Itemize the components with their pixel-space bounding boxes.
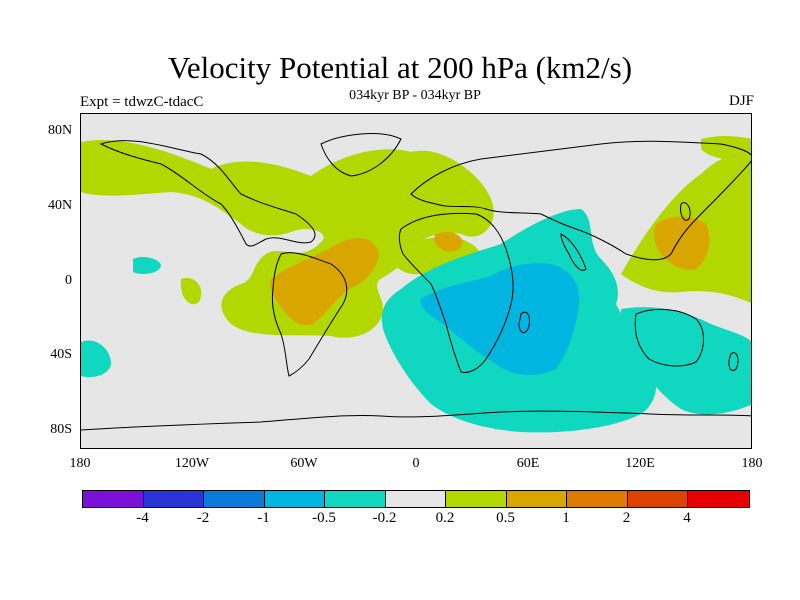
colorbar-swatch	[446, 491, 507, 507]
lon-label: 180	[69, 456, 91, 471]
colorbar-swatch	[204, 491, 265, 507]
lon-label: 60E	[516, 456, 540, 471]
colorbar-label: 0.5	[496, 510, 515, 526]
colorbar-swatch	[83, 491, 144, 507]
chart-title: Velocity Potential at 200 hPa (km2/s)	[167, 50, 633, 85]
colorbar	[82, 490, 750, 508]
colorbar-label: 1	[562, 510, 570, 526]
map-svg	[81, 114, 751, 448]
lat-label: 80N	[48, 123, 73, 138]
colorbar-label: 4	[683, 510, 691, 526]
lat-label: 40S	[50, 347, 72, 362]
lat-label: 80S	[50, 422, 72, 437]
colorbar-swatch	[325, 491, 386, 507]
lat-label: 40N	[48, 198, 73, 213]
colorbar-swatch	[143, 491, 204, 507]
negative-mid-regions	[420, 263, 580, 376]
map-panel	[80, 113, 752, 449]
colorbar-swatch	[506, 491, 567, 507]
colorbar-swatch	[688, 491, 749, 507]
colorbar-label: -0.2	[372, 510, 397, 526]
lon-label: 180	[741, 456, 763, 471]
lon-label: 0	[412, 456, 420, 471]
colorbar-label: -4	[136, 510, 149, 526]
experiment-label: Expt = tdwzC-tdacC	[80, 94, 204, 110]
positive-mid-regions	[270, 216, 710, 325]
colorbar-swatch	[385, 491, 446, 507]
lon-label: 60W	[290, 456, 318, 471]
colorbar-label: 0.2	[435, 510, 455, 526]
colorbar-swatch	[264, 491, 325, 507]
colorbar-label: -2	[196, 510, 210, 526]
lon-label: 120W	[174, 456, 210, 471]
lat-label: 0	[65, 273, 72, 288]
season-label: DJF	[728, 93, 754, 109]
chart-subtitle: 034kyr BP - 034kyr BP	[349, 88, 481, 103]
coastlines	[81, 133, 751, 431]
colorbar-label: -0.5	[312, 510, 336, 526]
colorbar-label: -1	[257, 510, 270, 526]
colorbar-swatch	[627, 491, 688, 507]
colorbar-label: 2	[622, 510, 631, 526]
colorbar-swatch	[567, 491, 628, 507]
lon-label: 120E	[625, 456, 655, 471]
